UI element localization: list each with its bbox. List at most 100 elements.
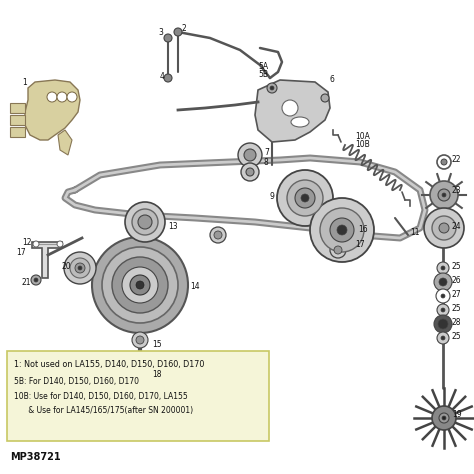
Text: 9: 9 [270,192,275,201]
Text: 4: 4 [160,72,165,81]
Circle shape [441,294,445,298]
Circle shape [436,289,450,303]
Circle shape [438,319,448,329]
Polygon shape [255,80,330,142]
Circle shape [125,202,165,242]
Text: 7: 7 [264,148,269,157]
Circle shape [437,332,449,344]
Circle shape [277,170,333,226]
Text: 19: 19 [452,410,462,419]
Polygon shape [10,115,25,125]
Circle shape [130,275,150,295]
Text: 27: 27 [452,290,462,299]
Circle shape [136,281,144,289]
Circle shape [34,278,38,282]
Circle shape [310,198,374,262]
Circle shape [75,263,85,273]
Text: 1: Not used on LA155, D140, D150, D160, D170: 1: Not used on LA155, D140, D150, D160, … [14,360,204,369]
Text: 1: 1 [22,78,27,87]
Circle shape [270,86,274,90]
Circle shape [138,215,152,229]
Text: 26: 26 [452,276,462,285]
Circle shape [442,416,446,420]
Text: 21: 21 [22,278,31,287]
Text: 25: 25 [452,262,462,271]
Circle shape [337,225,347,235]
Circle shape [136,336,144,344]
Text: 16: 16 [358,225,368,234]
Circle shape [164,74,172,82]
Circle shape [330,242,346,258]
Circle shape [164,34,172,42]
Text: 3: 3 [158,28,163,37]
Circle shape [430,181,458,209]
Circle shape [441,336,445,340]
Polygon shape [32,242,62,278]
Text: 11: 11 [410,228,419,237]
Text: 17: 17 [355,240,365,249]
Circle shape [295,188,315,208]
Circle shape [267,83,277,93]
Text: 22: 22 [452,155,462,164]
Text: 10B: 10B [355,140,370,149]
Circle shape [434,273,452,291]
Text: & Use for LA145/165/175(after SN 200001): & Use for LA145/165/175(after SN 200001) [14,406,193,415]
Circle shape [432,216,456,240]
Text: 28: 28 [452,318,462,327]
Circle shape [437,155,451,169]
Circle shape [64,252,96,284]
Text: 25: 25 [452,304,462,313]
FancyBboxPatch shape [7,351,269,441]
Ellipse shape [291,117,309,127]
Text: 17: 17 [16,248,26,257]
Text: MP38721: MP38721 [10,452,61,462]
Text: 23: 23 [452,186,462,195]
Circle shape [33,241,39,247]
Text: 5A: 5A [258,62,268,71]
Circle shape [57,241,63,247]
Circle shape [31,275,41,285]
Text: 18: 18 [152,370,162,379]
Circle shape [102,247,178,323]
Text: 15: 15 [152,340,162,349]
Circle shape [112,257,168,313]
Circle shape [47,92,57,102]
Circle shape [132,209,158,235]
Circle shape [441,159,447,165]
Circle shape [330,218,354,242]
Circle shape [214,231,222,239]
Circle shape [441,266,445,270]
Circle shape [424,208,464,248]
Circle shape [78,266,82,270]
Circle shape [321,94,329,102]
Circle shape [246,168,254,176]
Circle shape [132,332,148,348]
Text: 10A: 10A [355,132,370,141]
Circle shape [301,194,309,202]
Circle shape [439,223,449,233]
Polygon shape [58,130,72,155]
Polygon shape [10,103,25,113]
Circle shape [210,227,226,243]
Circle shape [437,262,449,274]
Text: 8: 8 [264,158,269,167]
Circle shape [67,92,77,102]
Circle shape [439,278,447,286]
Circle shape [241,163,259,181]
Text: 10B: Use for D140, D150, D160, D170, LA155: 10B: Use for D140, D150, D160, D170, LA1… [14,392,188,401]
Polygon shape [10,127,25,137]
Circle shape [57,92,67,102]
Circle shape [437,304,449,316]
Circle shape [434,315,452,333]
Text: 14: 14 [190,282,200,291]
Circle shape [135,375,145,385]
Circle shape [334,246,342,254]
Circle shape [174,28,182,36]
Text: 20: 20 [62,262,72,271]
Text: 6: 6 [330,75,335,84]
Circle shape [320,208,364,252]
Text: 2: 2 [182,24,187,33]
Circle shape [287,180,323,216]
Circle shape [442,193,446,197]
Circle shape [439,413,449,423]
